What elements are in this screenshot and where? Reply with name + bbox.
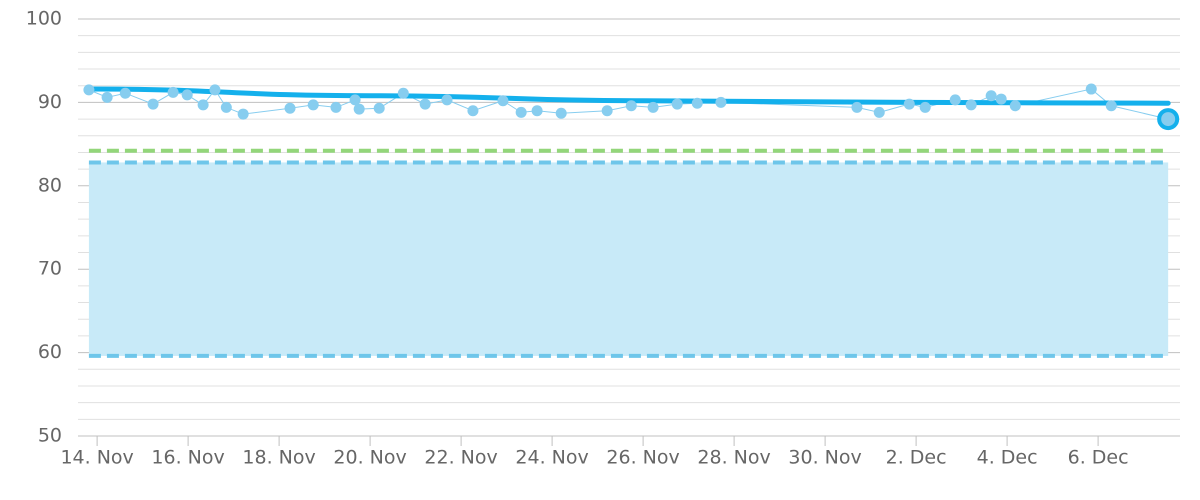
point (373, 102, 385, 114)
y-tick-label: 50 (38, 425, 62, 447)
point (467, 105, 479, 117)
point (83, 84, 95, 96)
point (949, 94, 961, 106)
x-tick-label: 16. Nov (151, 447, 224, 469)
point (397, 87, 409, 99)
point (330, 101, 342, 113)
y-tick-label: 60 (38, 341, 62, 363)
point (284, 102, 296, 114)
point (601, 105, 613, 117)
point (119, 87, 131, 99)
point (147, 98, 159, 110)
point (515, 106, 527, 118)
point (497, 95, 509, 107)
point (851, 101, 863, 113)
point (1157, 108, 1180, 131)
x-tick-label: 22. Nov (424, 447, 497, 469)
point (555, 107, 567, 119)
y-tick-label: 100 (26, 8, 62, 30)
point (1009, 100, 1021, 112)
point (903, 98, 915, 110)
x-tick-label: 14. Nov (60, 447, 133, 469)
point (101, 91, 113, 103)
plot-band (88, 162, 1169, 356)
x-tick-label: 2. Dec (886, 447, 947, 469)
point (995, 93, 1007, 105)
point (647, 101, 659, 113)
point (181, 89, 193, 101)
point (691, 97, 703, 109)
point (441, 94, 453, 106)
point (985, 90, 997, 102)
point (671, 98, 683, 110)
x-tick-label: 4. Dec (977, 447, 1038, 469)
x-tick-label: 30. Nov (788, 447, 861, 469)
point (625, 100, 637, 112)
x-tick-label: 20. Nov (333, 447, 406, 469)
x-tick-label: 24. Nov (515, 447, 588, 469)
point (307, 99, 319, 111)
point (1105, 100, 1117, 112)
point (220, 101, 232, 113)
point (965, 99, 977, 111)
point (1085, 83, 1097, 95)
x-tick-label: 18. Nov (242, 447, 315, 469)
point (919, 101, 931, 113)
point (873, 106, 885, 118)
point (349, 94, 361, 106)
point (197, 99, 209, 111)
point (209, 84, 221, 96)
point (715, 96, 727, 108)
x-tick-label: 28. Nov (697, 447, 770, 469)
y-tick-label: 70 (38, 258, 62, 280)
x-tick-label: 6. Dec (1068, 447, 1129, 469)
point (531, 105, 543, 117)
y-tick-label: 90 (38, 91, 62, 113)
point (419, 98, 431, 110)
point (167, 86, 179, 98)
point (353, 103, 365, 115)
point (237, 108, 249, 120)
x-tick-label: 26. Nov (606, 447, 679, 469)
y-tick-label: 80 (38, 174, 62, 196)
